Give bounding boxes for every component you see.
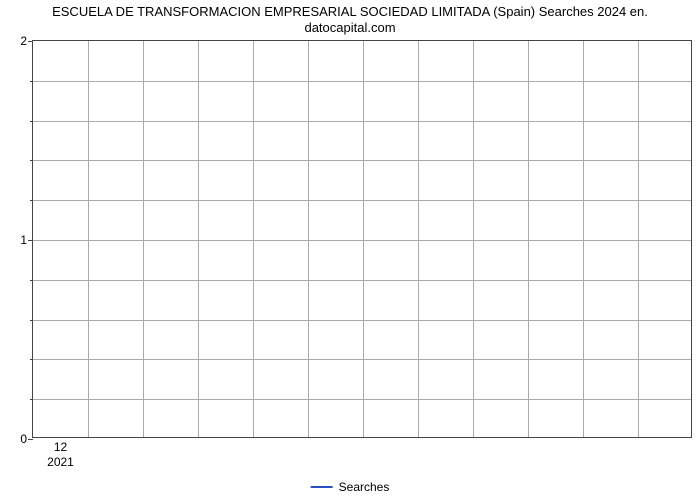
grid-vertical xyxy=(528,41,529,437)
grid-vertical xyxy=(253,41,254,437)
y-tick-label: 0 xyxy=(20,432,27,446)
legend-swatch xyxy=(311,486,333,488)
y-tick-mark xyxy=(28,439,33,440)
y-minor-tick xyxy=(30,399,33,400)
grid-vertical xyxy=(473,41,474,437)
chart-title-line2: datocapital.com xyxy=(304,20,395,35)
grid-vertical xyxy=(143,41,144,437)
grid-vertical xyxy=(363,41,364,437)
grid-horizontal xyxy=(33,320,691,321)
y-minor-tick xyxy=(30,200,33,201)
grid-horizontal xyxy=(33,359,691,360)
y-minor-tick xyxy=(30,280,33,281)
chart-title-line1: ESCUELA DE TRANSFORMACION EMPRESARIAL SO… xyxy=(52,4,648,19)
y-tick-label: 2 xyxy=(20,34,27,48)
grid-horizontal xyxy=(33,160,691,161)
x-tick-year: 2021 xyxy=(47,455,74,469)
grid-vertical xyxy=(638,41,639,437)
chart-title: ESCUELA DE TRANSFORMACION EMPRESARIAL SO… xyxy=(0,0,700,37)
x-tick-month: 12 xyxy=(54,440,67,454)
grid-vertical xyxy=(418,41,419,437)
grid-horizontal xyxy=(33,200,691,201)
legend: Searches xyxy=(311,480,390,494)
grid-vertical xyxy=(583,41,584,437)
plot-area: 012122021 xyxy=(32,40,692,438)
y-tick-mark xyxy=(28,41,33,42)
y-minor-tick xyxy=(30,160,33,161)
y-tick-label: 1 xyxy=(20,233,27,247)
grid-vertical xyxy=(308,41,309,437)
grid-horizontal xyxy=(33,399,691,400)
grid-vertical xyxy=(88,41,89,437)
y-tick-mark xyxy=(28,240,33,241)
grid-horizontal xyxy=(33,280,691,281)
y-minor-tick xyxy=(30,81,33,82)
grid-horizontal xyxy=(33,81,691,82)
y-minor-tick xyxy=(30,359,33,360)
chart-container: ESCUELA DE TRANSFORMACION EMPRESARIAL SO… xyxy=(0,0,700,500)
legend-label: Searches xyxy=(339,480,390,494)
y-minor-tick xyxy=(30,121,33,122)
grid-horizontal xyxy=(33,240,691,241)
y-minor-tick xyxy=(30,320,33,321)
grid-vertical xyxy=(198,41,199,437)
grid-horizontal xyxy=(33,121,691,122)
